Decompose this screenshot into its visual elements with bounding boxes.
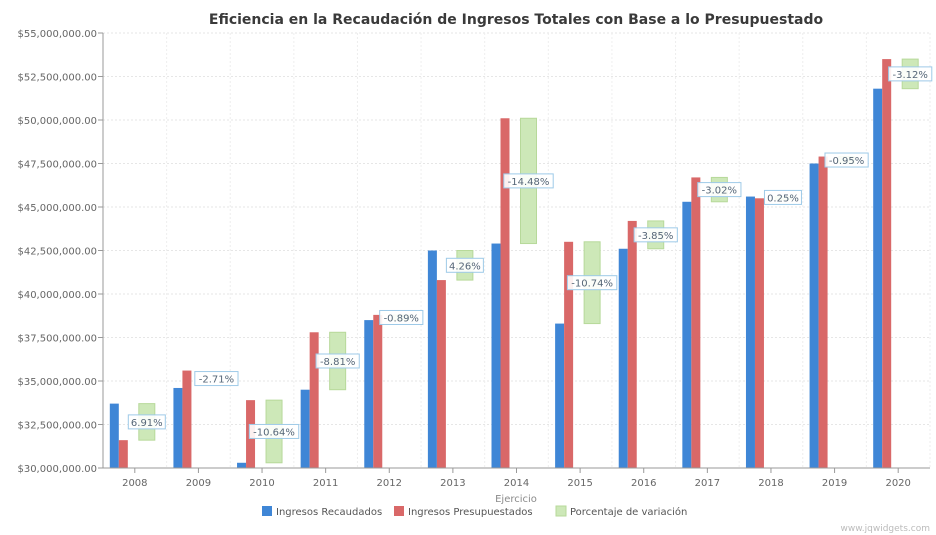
x-tick-label: 2015 [567, 478, 592, 489]
data-label: 0.25% [767, 193, 799, 204]
y-tick-label: $47,500,000.00 [17, 160, 97, 171]
bar-recaudados [555, 323, 565, 468]
x-axis: 2008 2009 2010 2011 2012 2013 2014 2015 2016 2017… [103, 467, 930, 489]
data-label: -3.12% [892, 70, 927, 81]
watermark: www.jqwidgets.com [841, 524, 930, 534]
x-tick-label: 2018 [758, 478, 783, 489]
bar-presupuestados [500, 118, 510, 468]
bar-recaudados [491, 243, 501, 468]
legend-swatch [394, 506, 404, 516]
data-label: -14.48% [508, 177, 550, 188]
data-label: -10.74% [571, 279, 613, 290]
bar-recaudados [745, 196, 755, 468]
legend-swatch [262, 506, 272, 516]
gridlines [102, 32, 931, 469]
bar-presupuestados [182, 370, 192, 468]
bar-recaudados [682, 201, 692, 468]
y-tick-label: $30,000,000.00 [17, 464, 97, 475]
bar-presupuestados [373, 314, 383, 468]
x-tick-label: 2008 [122, 478, 147, 489]
y-tick-label: $42,500,000.00 [17, 247, 97, 258]
bar-presupuestados [118, 440, 128, 468]
y-tick-label: $50,000,000.00 [17, 116, 97, 127]
x-tick-label: 2013 [440, 478, 465, 489]
x-tick-label: 2019 [822, 478, 847, 489]
y-tick-label: $35,000,000.00 [17, 377, 97, 388]
data-label-box [566, 275, 618, 291]
y-tick-label: $37,500,000.00 [17, 334, 97, 345]
data-label-box [763, 189, 802, 205]
bar-recaudados [873, 88, 883, 469]
data-label-box [248, 423, 300, 439]
data-label: -2.71% [199, 375, 234, 386]
data-label-box [888, 66, 933, 82]
x-tick-label: 2012 [377, 478, 402, 489]
bar-presupuestados [818, 156, 828, 469]
data-label-box [503, 173, 554, 189]
data-label: -3.85% [638, 231, 673, 242]
bar-presupuestados [691, 177, 701, 469]
x-tick-label: 2011 [313, 478, 338, 489]
x-tick-label: 2009 [186, 478, 211, 489]
data-label-box [127, 414, 166, 430]
legend-label: Ingresos Presupuestados [408, 507, 533, 518]
y-axis: $30,000,000.00 $32,500,000.00 $35,000,000.… [17, 29, 104, 475]
legend-label: Ingresos Recaudados [276, 507, 382, 518]
data-label-box [824, 152, 869, 168]
plot-area [109, 58, 919, 469]
data-label-box [315, 353, 360, 369]
bar-recaudados [427, 250, 437, 468]
data-label-box [194, 371, 239, 387]
x-tick-label: 2020 [885, 478, 910, 489]
bar-presupuestados [627, 220, 637, 468]
data-label-box [697, 182, 742, 198]
data-label: -0.89% [384, 313, 419, 324]
data-label: -10.64% [253, 427, 295, 438]
bar-recaudados [618, 248, 628, 468]
bar-presupuestados [309, 332, 319, 468]
chart-title: Eficiencia en la Recaudación de Ingresos… [209, 12, 824, 28]
data-label-box [379, 309, 424, 325]
bar-recaudados [237, 462, 247, 468]
data-label: -3.02% [702, 186, 737, 197]
legend-swatch [555, 505, 567, 517]
data-labels: 6.91% -2.71% -10.64% -8.81% -0.89% 4.26% -14.4… [127, 66, 933, 439]
bar-recaudados [173, 387, 183, 468]
y-tick-label: $32,500,000.00 [17, 421, 97, 432]
bar-presupuestados [436, 280, 446, 468]
x-tick-label: 2014 [504, 478, 529, 489]
y-tick-label: $40,000,000.00 [17, 290, 97, 301]
y-tick-label: $55,000,000.00 [17, 29, 97, 40]
bar-recaudados [300, 389, 310, 468]
bar-recaudados [364, 320, 374, 468]
y-tick-label: $45,000,000.00 [17, 203, 97, 214]
bar-presupuestados [564, 241, 574, 468]
legend-label: Porcentaje de variación [570, 506, 687, 518]
x-axis-title: Ejercicio [495, 494, 537, 505]
data-label: -8.81% [320, 357, 355, 368]
legend: Ingresos Recaudados Ingresos Presupuestad… [262, 505, 687, 518]
x-tick-label: 2010 [249, 478, 274, 489]
data-label-box [633, 227, 678, 243]
bar-recaudados [109, 403, 119, 468]
data-label: 4.26% [449, 261, 481, 272]
y-tick-label: $52,500,000.00 [17, 73, 97, 84]
bar-presupuestados [882, 59, 892, 468]
x-tick-label: 2016 [631, 478, 656, 489]
data-label: 6.91% [131, 418, 163, 429]
bar-presupuestados [754, 198, 764, 469]
x-tick-label: 2017 [695, 478, 720, 489]
data-label: -0.95% [829, 156, 864, 167]
bar-recaudados [809, 163, 819, 468]
data-label-box [445, 257, 484, 273]
